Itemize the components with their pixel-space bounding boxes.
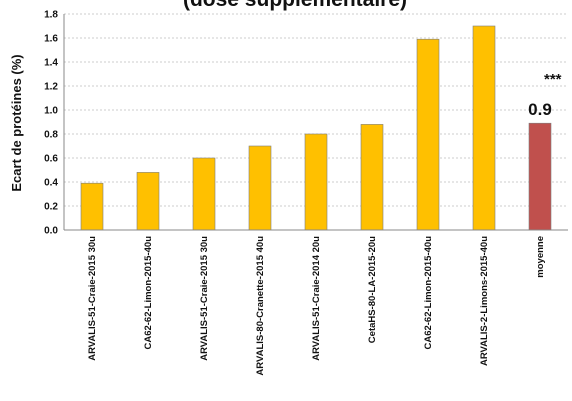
x-axis-labels: ARVALIS-51-Craie-2015 30u CA62-62-Limon-2… <box>87 236 546 376</box>
y-tick-label: 1.2 <box>44 82 58 93</box>
x-category-label: CA62-62-Limon-2015-40u <box>423 236 434 350</box>
x-category-label: CA62-62-Limon-2015-40u <box>143 236 154 350</box>
bars <box>80 25 552 231</box>
y-axis-ticks: 0.0 0.2 0.4 0.6 0.8 1.0 1.2 1.4 1.6 1.8 <box>44 10 58 237</box>
bar <box>416 38 440 231</box>
significance-marker: *** <box>544 71 562 88</box>
bar <box>80 182 104 231</box>
bar <box>528 122 552 231</box>
x-category-label: ARVALIS-51-Craie-2015 30u <box>199 236 210 361</box>
mean-value-label: 0.9 <box>528 100 552 119</box>
x-category-label: moyenne <box>535 236 546 278</box>
bar <box>360 124 384 231</box>
x-category-label: ARVALIS-51-Craie-2015 30u <box>87 236 98 361</box>
x-category-label: ARVALIS-80-Cranette-2015 40u <box>255 236 266 376</box>
bar <box>248 145 272 231</box>
y-tick-label: 1.4 <box>44 58 58 69</box>
x-category-label: CetaHS-80-LA-2015-20u <box>367 236 378 343</box>
x-category-label: ARVALIS-2-Limons-2015-40u <box>479 236 490 366</box>
y-tick-label: 0.4 <box>44 178 58 189</box>
bar <box>136 172 160 231</box>
x-category-label: ARVALIS-51-Craie-2014 20u <box>311 236 322 361</box>
bar <box>304 133 328 231</box>
y-tick-label: 0.6 <box>44 154 58 165</box>
y-axis-title: Ecart de protéines (%) <box>9 54 24 191</box>
bar <box>472 25 496 231</box>
y-tick-label: 1.6 <box>44 34 58 45</box>
y-tick-label: 1.8 <box>44 10 58 21</box>
y-tick-label: 0.8 <box>44 130 58 141</box>
bar <box>192 157 216 231</box>
y-tick-label: 0.2 <box>44 202 58 213</box>
chart-title: (dose supplémentaire) <box>183 0 407 11</box>
y-tick-label: 1.0 <box>44 106 58 117</box>
y-tick-label: 0.0 <box>44 226 58 237</box>
